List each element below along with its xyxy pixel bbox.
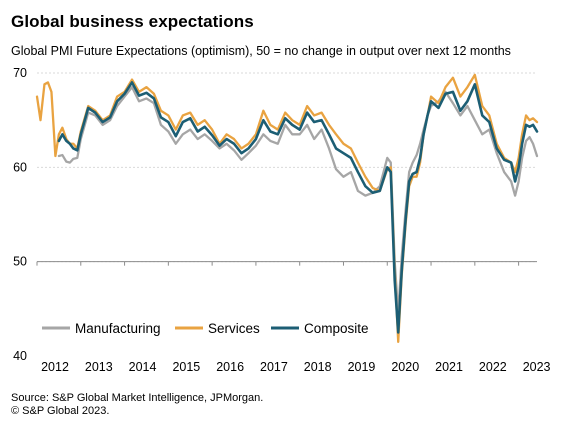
copyright-note: © S&P Global 2023. — [11, 405, 110, 417]
x-tick-label-2020: 2020 — [391, 360, 419, 374]
x-tick-label-2019: 2019 — [348, 360, 376, 374]
x-tick-label-2022: 2022 — [479, 360, 507, 374]
legend-label-composite: Composite — [304, 321, 369, 336]
x-tick-label-2018: 2018 — [304, 360, 332, 374]
x-tick-label-2012: 2012 — [41, 360, 69, 374]
x-tick-label-2023: 2023 — [523, 360, 551, 374]
x-tick-label-2015: 2015 — [172, 360, 200, 374]
y-tick-label-70: 70 — [13, 66, 27, 80]
series-line-services — [35, 73, 539, 343]
y-tick-label-40: 40 — [13, 349, 27, 363]
legend-label-services: Services — [208, 321, 260, 336]
y-tick-label-50: 50 — [13, 255, 27, 269]
x-tick-label-2021: 2021 — [435, 360, 463, 374]
x-tick-label-2013: 2013 — [85, 360, 113, 374]
source-note: Source: S&P Global Market Intelligence, … — [11, 392, 264, 404]
y-tick-label-60: 60 — [13, 160, 27, 174]
series-line-manufacturing — [57, 86, 539, 315]
chart-title: Global business expectations — [11, 12, 254, 31]
x-tick-label-2017: 2017 — [260, 360, 288, 374]
x-tick-label-2016: 2016 — [216, 360, 244, 374]
legend-label-manufacturing: Manufacturing — [75, 321, 161, 336]
x-tick-label-2014: 2014 — [129, 360, 157, 374]
series-line-composite — [57, 81, 539, 334]
chart-subtitle: Global PMI Future Expectations (optimism… — [11, 44, 511, 58]
